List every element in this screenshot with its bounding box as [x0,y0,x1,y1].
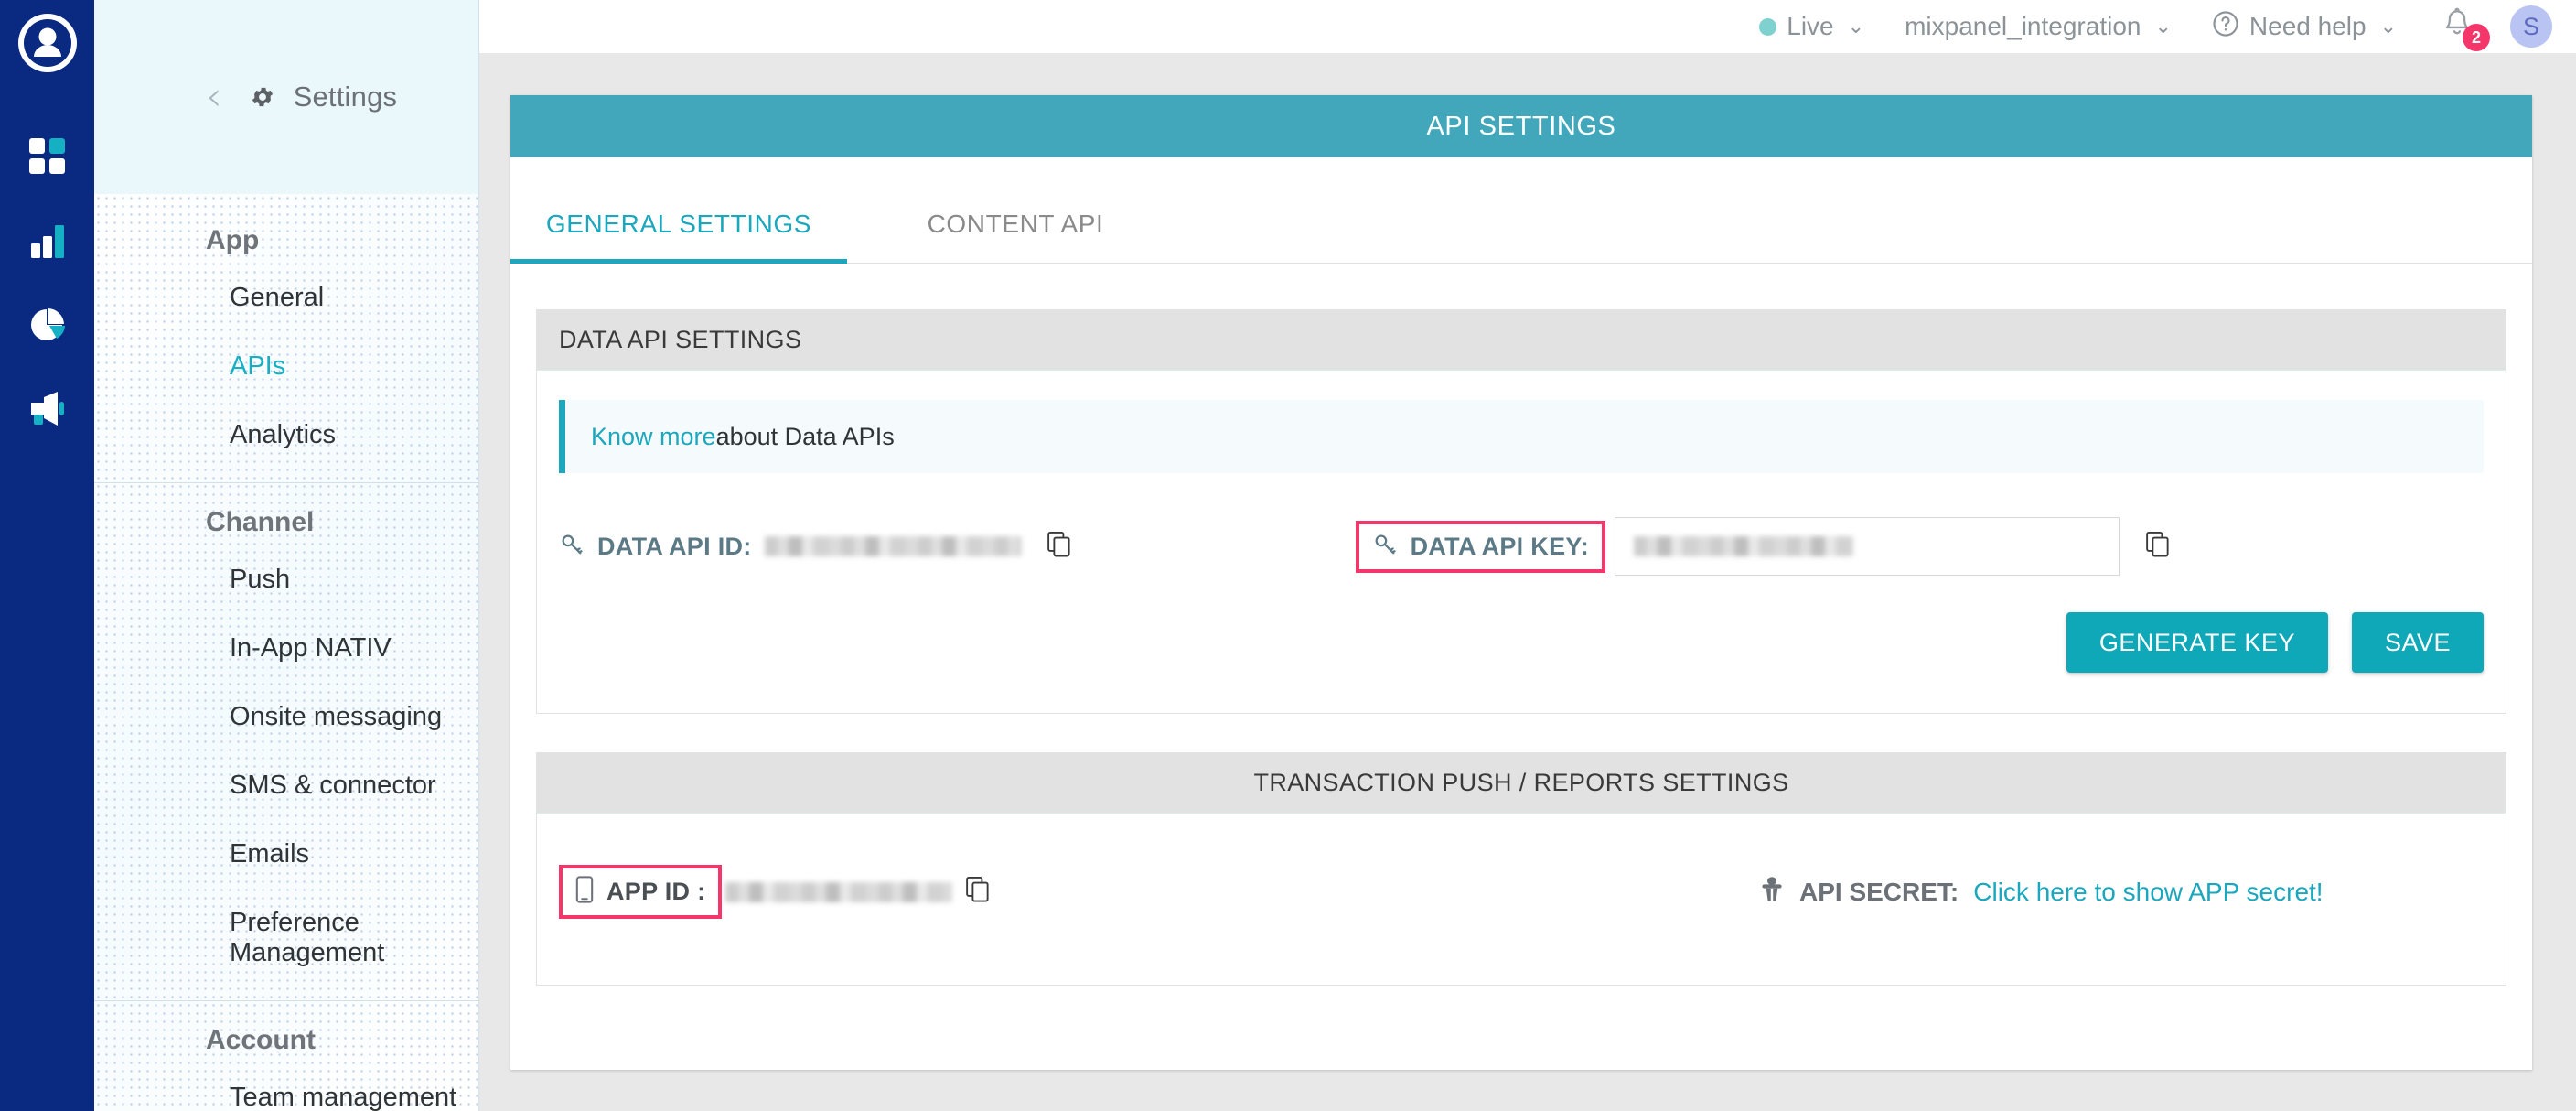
data-api-settings-panel: DATA API SETTINGS Know more about Data A… [536,309,2506,714]
chevron-left-icon[interactable]: ‹ [206,73,222,120]
app-id-label: APP ID : [606,878,706,905]
page-title: Settings [293,81,398,113]
sidebar-item-in-app-nativ[interactable]: In-App NATIV [230,633,392,663]
project-label: mixpanel_integration [1905,12,2141,40]
copy-data-api-id-button[interactable] [1046,531,1072,563]
sidebar-item-push[interactable]: Push [230,565,291,594]
sidebar-divider-1 [94,482,478,483]
data-api-key-highlight: DATA API KEY: [1355,520,1605,573]
top-bar: Live ⌄ mixpanel_integration ⌄ Need help … [479,0,2576,53]
sidebar-item-analytics[interactable]: Analytics [230,420,337,449]
sidebar-group-channel: Channel [206,507,315,537]
sidebar-item-onsite-messaging[interactable]: Onsite messaging [230,702,443,731]
data-api-actions: GENERATE KEY SAVE [537,576,2506,713]
rail-item-reports[interactable] [16,293,80,357]
app-id-highlight: APP ID : [559,865,723,919]
project-selector[interactable]: mixpanel_integration ⌄ [1905,12,2172,41]
sidebar-item-general[interactable]: General [230,283,325,312]
data-api-key-label-group: DATA API KEY: [1372,532,1589,562]
copy-data-api-key-button[interactable] [2145,531,2171,563]
left-icon-rail [0,0,94,1111]
main-area: Live ⌄ mixpanel_integration ⌄ Need help … [479,0,2576,1111]
copy-icon [2145,531,2171,563]
settings-sidebar: ‹ Settings App General APIs Analytics Ch… [94,0,479,1111]
sidebar-divider-2 [94,1000,478,1001]
tab-content-api[interactable]: CONTENT API [927,210,1104,238]
card-header-title: API SETTINGS [510,95,2532,157]
generate-key-button[interactable]: GENERATE KEY [2066,612,2328,673]
know-more-notice: Know more about Data APIs [559,400,2484,473]
data-api-key-label: DATA API KEY: [1410,532,1589,560]
app-id-label-group: APP ID : [575,876,705,908]
help-menu[interactable]: Need help ⌄ [2212,10,2397,44]
data-api-panel-title: DATA API SETTINGS [537,310,2506,371]
api-secret-label: API SECRET: [1799,877,1959,906]
tab-general-settings[interactable]: GENERAL SETTINGS [510,210,847,264]
avatar[interactable]: S [2510,5,2552,48]
gear-icon [250,84,275,110]
sidebar-item-team-management[interactable]: Team management [230,1083,457,1111]
notifications-button[interactable]: 2 [2441,7,2490,51]
app-id-column: APP ID : [559,865,1521,919]
sidebar-item-emails[interactable]: Emails [230,839,310,868]
know-more-link[interactable]: Know more [591,422,716,450]
notification-badge: 2 [2463,24,2490,51]
sidebar-item-preference-management[interactable]: Preference Management [230,908,385,967]
sidebar-item-sms-connector[interactable]: SMS & connector [230,771,436,800]
sidebar-group-account: Account [206,1025,316,1055]
api-secret-column: API SECRET: Click here to show APP secre… [1521,876,2484,908]
copy-icon [1046,531,1072,563]
page-canvas: API SETTINGS GENERAL SETTINGS CONTENT AP… [479,53,2576,1111]
show-app-secret-link[interactable]: Click here to show APP secret! [1973,877,2324,906]
user-avatar-logo[interactable] [17,13,78,73]
rail-item-campaigns[interactable] [16,377,80,441]
data-api-panel-body: Know more about Data APIs [537,400,2506,713]
app-id-value [725,881,953,902]
status-label: Live [1787,12,1834,40]
card-body: DATA API SETTINGS Know more about Data A… [510,264,2532,1070]
status-selector[interactable]: Live ⌄ [1759,12,1864,41]
sidebar-nav: App General APIs Analytics Channel Push … [94,194,478,1111]
spy-incognito-icon [1759,876,1785,908]
chevron-down-icon: ⌄ [2154,15,2172,38]
copy-icon [965,876,991,908]
data-api-id-field: DATA API ID: [559,531,1072,563]
transaction-panel-title: TRANSACTION PUSH / REPORTS SETTINGS [537,753,2506,814]
live-status-dot [1759,17,1777,36]
transaction-panel-body: APP ID : [537,814,2506,985]
rail-item-dashboard[interactable] [16,124,80,189]
key-icon [1372,532,1398,562]
data-api-id-value [764,536,1021,556]
data-api-key-input[interactable] [1615,517,2120,576]
sidebar-header: ‹ Settings [94,0,478,194]
copy-app-id-button[interactable] [965,876,991,908]
transaction-push-panel: TRANSACTION PUSH / REPORTS SETTINGS [536,752,2506,986]
bell-icon [2441,7,2474,46]
chevron-down-icon: ⌄ [2379,15,2397,38]
chevron-down-icon: ⌄ [1847,15,1865,38]
dashboard-grid-icon [28,137,67,176]
sidebar-item-apis[interactable]: APIs [230,351,286,381]
api-credentials-row: DATA API ID: [537,473,2506,576]
question-circle-icon [2212,10,2239,44]
notice-text: about Data APIs [715,422,895,450]
help-label: Need help [2249,12,2367,40]
data-api-id-label: DATA API ID: [597,532,752,560]
api-settings-card: API SETTINGS GENERAL SETTINGS CONTENT AP… [510,95,2532,1070]
save-button[interactable]: SAVE [2351,612,2484,673]
rail-item-analytics[interactable] [16,209,80,273]
data-api-key-value [1634,536,1853,556]
bar-chart-icon [28,221,67,260]
pie-chart-icon [28,306,67,344]
key-icon [559,532,585,562]
data-api-key-field: DATA API KEY: [1355,517,2171,576]
megaphone-icon [27,390,68,428]
tab-bar: GENERAL SETTINGS CONTENT API [510,157,2532,264]
sidebar-group-app: App [206,225,260,255]
transaction-row: APP ID : [537,814,2506,985]
mobile-phone-icon [575,876,594,908]
